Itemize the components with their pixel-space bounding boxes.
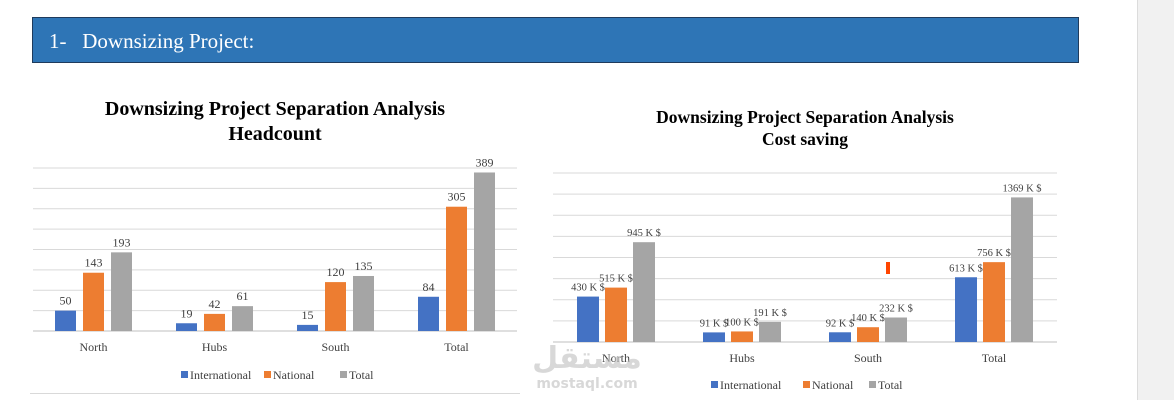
watermark-arabic: مستقل: [532, 341, 642, 376]
chart2-legend-entry: International: [720, 378, 782, 392]
chart2-bar-international-total: [955, 277, 977, 342]
chart2-bar-national-total: [983, 262, 1005, 342]
mostaql-watermark: مستقل mostaql.com: [532, 336, 642, 394]
chart1-title-line1: Downsizing Project Separation Analysis: [104, 98, 446, 120]
chart1-title-line2: Headcount: [228, 123, 322, 145]
chart1-bar-international-north: [55, 310, 76, 331]
chart1-bar-total-south: [353, 275, 374, 331]
chart2-legend-swatch: [803, 381, 810, 388]
chart2-bar-national-hubs: [731, 331, 753, 342]
chart1-data-label: 42: [209, 297, 221, 311]
chart2-bar-total-hubs: [759, 321, 781, 342]
chart2-legend-entry: Total: [878, 378, 903, 392]
chart2-title: Downsizing Project Separation Analysis C…: [575, 107, 1035, 151]
chart1-bar-international-south: [297, 324, 318, 331]
chart1-bar-total-hubs: [232, 306, 253, 331]
chart2-bar-total-north: [633, 242, 655, 342]
chart1-legend-entry: Total: [349, 368, 374, 382]
chart1-data-label: 61: [237, 289, 249, 303]
section-header-bar: 1- Downsizing Project:: [32, 17, 1079, 63]
chart1-data-label: 305: [448, 190, 466, 204]
chart2-data-label: 100 K $: [725, 317, 759, 328]
chart2-bar-international-hubs: [703, 332, 725, 342]
chart2-bar-international-north: [577, 296, 599, 342]
chart2-category-label: Total: [982, 351, 1007, 365]
chart1-data-label: 84: [423, 280, 435, 294]
chart2-data-label: 756 K $: [977, 248, 1011, 259]
chart2-data-label: 430 K $: [571, 283, 605, 294]
chart1-data-label: 135: [355, 259, 373, 273]
chart1-bar-international-total: [418, 296, 439, 331]
chart1-data-label: 389: [476, 155, 494, 169]
chart1-legend-swatch: [181, 371, 188, 378]
chart1-category-label: South: [321, 340, 349, 354]
chart1-bar-national-south: [325, 282, 346, 331]
chart2-bar-national-south: [857, 327, 879, 342]
mostaql-watermark-graphic: مستقل mostaql.com: [532, 341, 642, 392]
chart2-legend-swatch: [869, 381, 876, 388]
chart2-data-label: 91 K $: [700, 318, 729, 329]
chart2-data-label: 945 K $: [627, 228, 661, 239]
chart2-title-line1: Downsizing Project Separation Analysis: [656, 107, 954, 127]
chart1-data-label: 15: [302, 308, 314, 322]
chart1-bottom-border: [30, 393, 520, 394]
chart1-bar-international-hubs: [176, 323, 197, 331]
chart2-bar-total-total: [1011, 197, 1033, 342]
chart1-data-label: 120: [327, 265, 345, 279]
chart1-bar-national-north: [83, 272, 104, 331]
chart2-legend-swatch: [711, 381, 718, 388]
chart1-bar-total-total: [474, 172, 495, 331]
chart1-legend-entry: International: [190, 368, 252, 382]
right-sidebar-panel: [1137, 0, 1174, 400]
chart2-data-label: 515 K $: [599, 274, 633, 285]
chart1-category-label: North: [80, 340, 108, 354]
chart1-bar-total-north: [111, 252, 132, 331]
chart2-category-label: North: [602, 351, 630, 365]
chart2-bar-international-south: [829, 332, 851, 342]
chart1-data-label: 50: [60, 294, 72, 308]
chart2-category-label: Hubs: [729, 351, 755, 365]
chart1-data-label: 19: [181, 306, 193, 320]
chart2-data-label: 140 K $: [851, 313, 885, 324]
chart2-category-label: South: [854, 351, 882, 365]
chart1-bar-national-hubs: [204, 313, 225, 331]
chart1-legend-swatch: [340, 371, 347, 378]
chart2-data-label: 1369 K $: [1002, 183, 1041, 194]
chart2-bar-total-south: [885, 317, 907, 342]
chart1-legend-swatch: [264, 371, 271, 378]
chart2-legend-entry: National: [812, 378, 854, 392]
chart2-orange-marker: [886, 262, 890, 274]
chart1-title: Downsizing Project Separation Analysis H…: [40, 97, 510, 147]
chart1-category-label: Hubs: [202, 340, 228, 354]
chart1-legend-entry: National: [273, 368, 315, 382]
chart1-data-label: 143: [85, 256, 103, 270]
chart1-category-label: Total: [444, 340, 469, 354]
chart2-data-label: 613 K $: [949, 263, 983, 274]
chart1-data-label: 193: [113, 235, 131, 249]
chart2-data-label: 92 K $: [826, 318, 855, 329]
chart1-bar-national-total: [446, 206, 467, 331]
chart2-data-label: 232 K $: [879, 303, 913, 314]
chart1-headcount: 50 143 193 North 19 42 61 Hubs 15 120 135 South 84 30…: [33, 155, 517, 382]
chart2-data-label: 191 K $: [753, 308, 787, 319]
section-header-title: 1- Downsizing Project:: [49, 29, 255, 53]
chart2-bar-national-north: [605, 287, 627, 342]
document-page: 1- Downsizing Project: Downsizing Projec…: [30, 17, 1079, 394]
chart2-title-line2: Cost saving: [761, 128, 849, 149]
watermark-latin: mostaql.com: [536, 376, 637, 392]
